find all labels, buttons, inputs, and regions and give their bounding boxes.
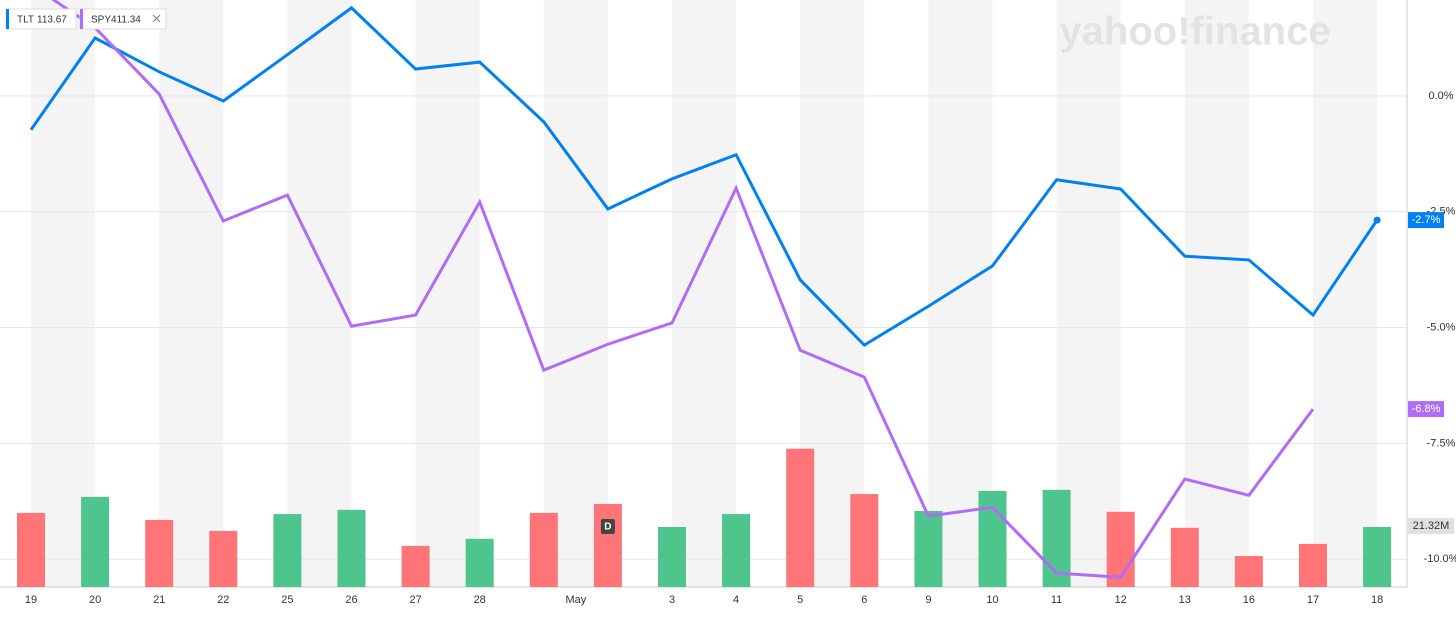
volume-bar <box>1363 526 1392 587</box>
volume-bar <box>1106 511 1135 587</box>
volume-bar <box>722 514 751 587</box>
legend-item: SPY 411.34 <box>79 8 167 30</box>
legend-swatch <box>80 9 83 29</box>
volume-bar <box>529 512 558 587</box>
legend-name: TLT <box>17 15 34 26</box>
last-point <box>1373 216 1381 224</box>
volume-bar <box>401 545 430 587</box>
volume-bar <box>1299 543 1327 587</box>
end-badge <box>1408 401 1444 418</box>
x-tick-label: 6 <box>861 594 867 606</box>
x-tick-label: 3 <box>669 594 675 606</box>
x-tick-label: May <box>565 594 586 606</box>
end-label: -2.7% <box>1412 214 1441 226</box>
x-tick-label: 21 <box>153 594 165 606</box>
day-band <box>543 0 608 587</box>
y-tick-label: -10.0% <box>1424 553 1456 565</box>
day-band <box>1313 0 1378 587</box>
volume-bar <box>593 503 622 587</box>
line <box>29 5 1379 348</box>
volume-bar <box>1170 527 1199 587</box>
volume-bar <box>145 519 174 587</box>
volume-bar <box>209 530 238 587</box>
line <box>51 0 1315 579</box>
x-tick-label: 16 <box>1243 594 1255 606</box>
watermark: yahoo!finance <box>1059 10 1330 54</box>
x-tick-label: 20 <box>89 594 101 606</box>
volume-bar <box>850 494 879 587</box>
end-badge <box>1408 212 1444 229</box>
day-band <box>287 0 352 587</box>
x-tick-label: 11 <box>1051 594 1062 606</box>
volume-bar <box>914 510 943 587</box>
day-band <box>672 0 737 587</box>
x-tick-label: 22 <box>217 594 229 606</box>
volume-bar <box>978 490 1007 587</box>
legend-item: TLT 113.67 <box>5 8 77 30</box>
x-tick-label: 19 <box>25 594 37 606</box>
day-band <box>31 0 96 587</box>
legend-close <box>152 14 161 23</box>
annotation: D <box>604 522 611 533</box>
x-tick-label: 25 <box>281 594 293 606</box>
x-tick-label: 12 <box>1115 594 1127 606</box>
x-tick-label: 10 <box>986 594 998 606</box>
legend-swatch <box>6 9 9 29</box>
day-band <box>159 0 224 587</box>
end-label: -6.8% <box>1412 403 1441 415</box>
x-tick-label: 17 <box>1307 594 1319 606</box>
x-tick-label: 5 <box>797 594 803 606</box>
day-band <box>1056 0 1121 587</box>
day-band <box>928 0 993 587</box>
legend-price: 411.34 <box>111 15 141 26</box>
day-band <box>415 0 480 587</box>
x-tick-label: 18 <box>1371 594 1383 606</box>
volume-bar <box>786 448 815 587</box>
x-tick-label: 26 <box>345 594 357 606</box>
y-tick-label: 0.0% <box>1428 90 1453 102</box>
volume-bar <box>337 509 366 587</box>
volume-bar <box>1042 489 1071 587</box>
y-tick-label: -7.5% <box>1427 437 1456 449</box>
annotation-badge <box>600 519 615 534</box>
x-tick-label: 27 <box>409 594 421 606</box>
volume-bar <box>273 514 302 587</box>
x-tick-label: 4 <box>733 594 739 606</box>
legend-price: 113.67 <box>37 15 67 26</box>
day-band <box>1184 0 1249 587</box>
x-tick-label: 28 <box>474 594 486 606</box>
volume-bar <box>658 527 686 587</box>
value-badge <box>1408 517 1454 534</box>
volume-bar <box>465 538 494 587</box>
x-tick-label: 13 <box>1179 594 1191 606</box>
volume-bar <box>17 512 45 587</box>
x-tick-label: 9 <box>925 594 931 606</box>
y-tick-label: -5.0% <box>1427 321 1456 333</box>
value-label: 21.32M <box>1413 520 1450 532</box>
legend-name: SPY <box>91 15 111 26</box>
volume-bar <box>81 496 110 587</box>
volume-bar <box>1234 556 1263 587</box>
